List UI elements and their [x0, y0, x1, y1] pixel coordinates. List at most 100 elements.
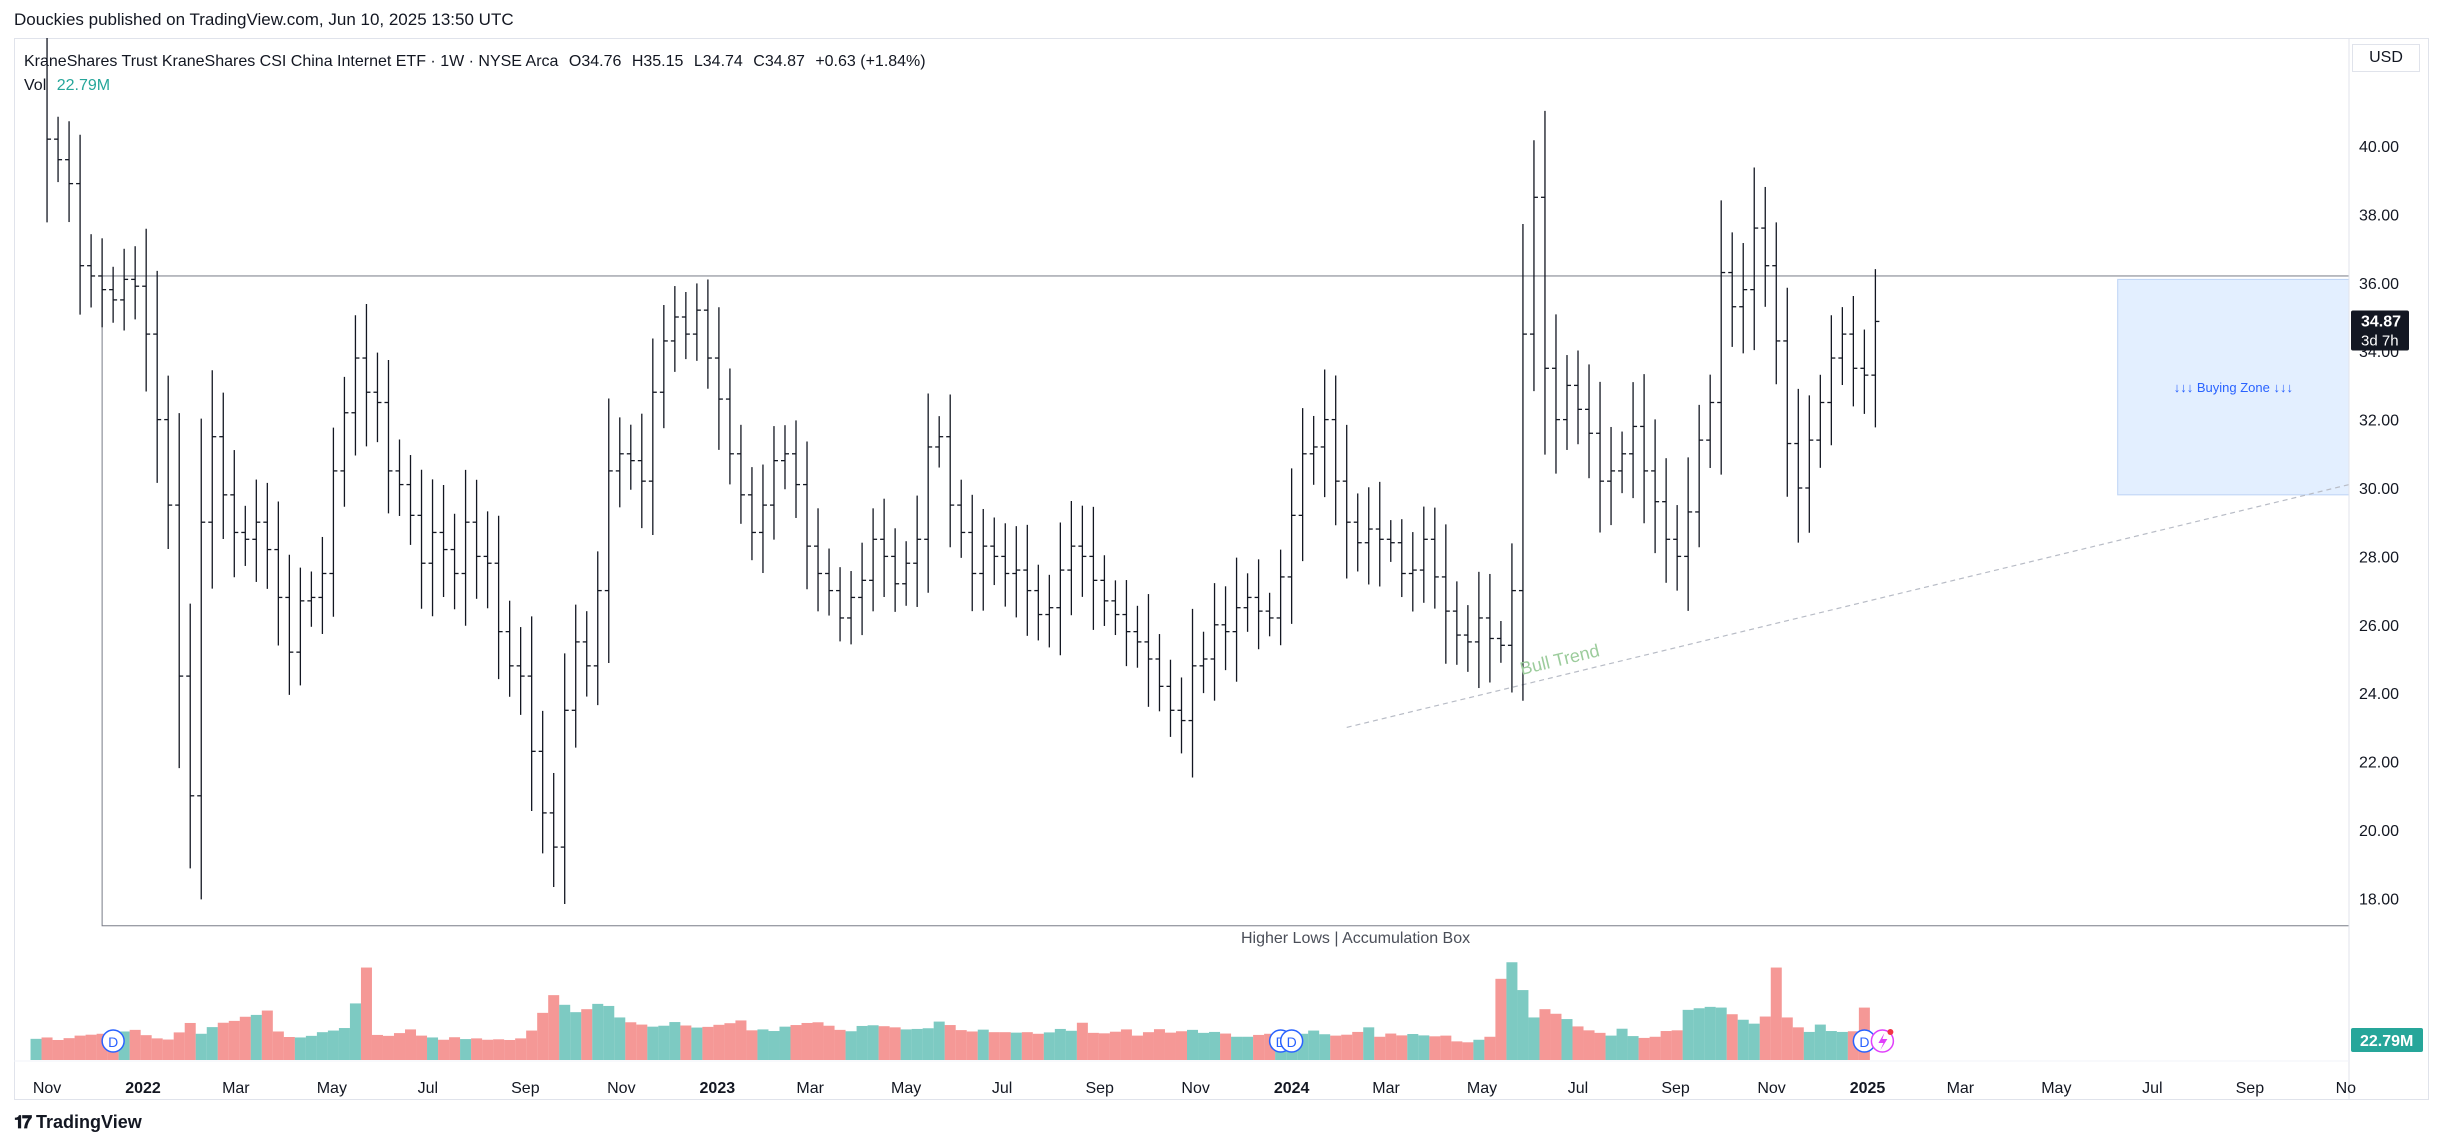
publisher-line: Douckies published on TradingView.com, J…	[14, 10, 514, 29]
volume-bar	[1054, 1028, 1066, 1060]
ohlc-bar	[483, 511, 492, 609]
ohlc-bar	[1805, 395, 1814, 533]
ohlc-bar	[560, 653, 569, 905]
volume-bar	[471, 1038, 483, 1060]
volume-bar	[1770, 967, 1782, 1060]
dividend-markers[interactable]: DDDD	[101, 1029, 1895, 1053]
ohlc-bar	[1607, 426, 1616, 526]
currency-button[interactable]: USD	[2352, 44, 2420, 72]
volume-bar	[316, 1032, 328, 1060]
ohlc-bar	[1794, 388, 1803, 543]
price-tick-label: 32.00	[2359, 413, 2399, 430]
volume-bar	[1242, 1036, 1254, 1060]
volume-bar	[195, 1033, 207, 1060]
volume-bar	[1748, 1023, 1760, 1060]
volume-bar	[1220, 1033, 1232, 1060]
ohlc-bar	[329, 427, 338, 617]
volume-bar	[911, 1028, 923, 1060]
ohlc-bar	[1210, 583, 1219, 701]
buying-zone[interactable]	[2117, 278, 2350, 496]
ohlc-bar	[1640, 374, 1649, 524]
volume-bar	[228, 1020, 240, 1060]
time-axis[interactable]: Nov 2022 Mar May Jul Sep Nov 2023 Mar May Jul Sep No…	[14, 1060, 2356, 1097]
ohlc-bar	[1364, 487, 1373, 585]
volume-bar	[1363, 1027, 1375, 1060]
volume-bar	[1231, 1036, 1243, 1060]
volume-bar	[1198, 1032, 1210, 1060]
ohlc-bar	[847, 571, 856, 645]
volume-bar	[305, 1035, 317, 1060]
time-tick-label: Jul	[2142, 1080, 2162, 1097]
ohlc-bar	[142, 228, 151, 392]
volume-bar	[1803, 1031, 1815, 1060]
price-chart[interactable]: DDDD 18.0020.0022.0024.0026.0028.0030.00…	[14, 38, 2429, 1100]
volume-bar	[96, 1033, 108, 1060]
dividend-marker[interactable]: D	[101, 1029, 125, 1053]
ohlc-bar	[1739, 243, 1748, 354]
price-axis[interactable]: 18.00 20.00 22.00 24.00 26.00 28.00 30.00 32.00…	[2348, 38, 2399, 1100]
ohlc-bar	[681, 291, 690, 360]
volume-bar	[1010, 1032, 1022, 1060]
ohlc-bar	[1298, 408, 1307, 562]
volume-bar	[1131, 1035, 1143, 1060]
chart-frame	[14, 38, 2429, 1100]
ohlc-bar	[252, 479, 261, 582]
volume-bar	[812, 1022, 824, 1060]
ohlc-bar	[1419, 506, 1428, 603]
volume-bar	[1550, 1013, 1562, 1060]
ohlc-bar	[582, 611, 591, 697]
volume-bar	[955, 1030, 967, 1060]
volume-bar	[1495, 978, 1507, 1060]
volume-bar	[680, 1025, 692, 1060]
volume-bar	[1616, 1028, 1628, 1060]
low-value: L34.74	[693, 53, 743, 70]
lightning-icon[interactable]	[1870, 1029, 1895, 1053]
ohlc-bar	[538, 710, 547, 854]
time-tick-label: 2023	[700, 1080, 736, 1097]
volume-bars	[30, 962, 1870, 1060]
volume-bar	[801, 1022, 813, 1060]
ohlc-bar	[351, 315, 360, 456]
volume-bar	[327, 1030, 339, 1060]
volume-bar	[779, 1026, 791, 1060]
ohlc-bar	[1585, 364, 1594, 479]
price-tick-label: 30.00	[2359, 481, 2399, 498]
bull-trend-line[interactable]	[1346, 483, 2350, 728]
ohlc-bar	[439, 485, 448, 598]
volume-bar	[504, 1039, 516, 1060]
volume-bar	[460, 1039, 472, 1060]
volume-value: 22.79M	[56, 77, 111, 94]
volume-bar	[1638, 1037, 1650, 1060]
ohlc-bar	[1838, 307, 1847, 386]
ohlc-bar	[1618, 431, 1627, 494]
volume-bar	[493, 1039, 505, 1060]
volume-bar	[1264, 1033, 1276, 1060]
volume-bar	[1319, 1034, 1331, 1060]
volume-bar	[1759, 1016, 1771, 1060]
ohlc-bar	[1309, 415, 1318, 485]
ohlc-bar	[164, 375, 173, 550]
ohlc-bar	[1662, 458, 1671, 583]
volume-bar	[988, 1032, 1000, 1060]
dividend-marker[interactable]: D	[1279, 1029, 1304, 1053]
ohlc-bar	[1276, 549, 1285, 646]
volume-bar	[889, 1027, 901, 1060]
volume-bar	[1572, 1026, 1584, 1060]
volume-bar	[1043, 1032, 1055, 1060]
accumulation-box-label: Higher Lows | Accumulation Box	[1241, 930, 1470, 947]
price-tick-label: 24.00	[2359, 686, 2399, 703]
change-value: +0.63 (+1.84%)	[815, 53, 926, 70]
ohlc-bar	[935, 416, 944, 468]
tradingview-logo[interactable]: 𝟏𝟕 TradingView	[14, 1112, 142, 1133]
volume-bar	[1407, 1034, 1419, 1060]
time-tick-label: Mar	[1372, 1080, 1400, 1097]
time-tick-label: Nov	[33, 1080, 61, 1097]
dividend-marker-circle	[101, 1029, 125, 1053]
last-price-value: 34.87	[2361, 313, 2401, 330]
volume-bar	[1109, 1031, 1121, 1060]
volume-bar	[548, 995, 560, 1060]
volume-bar	[856, 1025, 868, 1060]
ohlc-bar	[979, 508, 988, 611]
volume-bar	[41, 1037, 53, 1060]
ohlc-bar	[869, 508, 878, 612]
